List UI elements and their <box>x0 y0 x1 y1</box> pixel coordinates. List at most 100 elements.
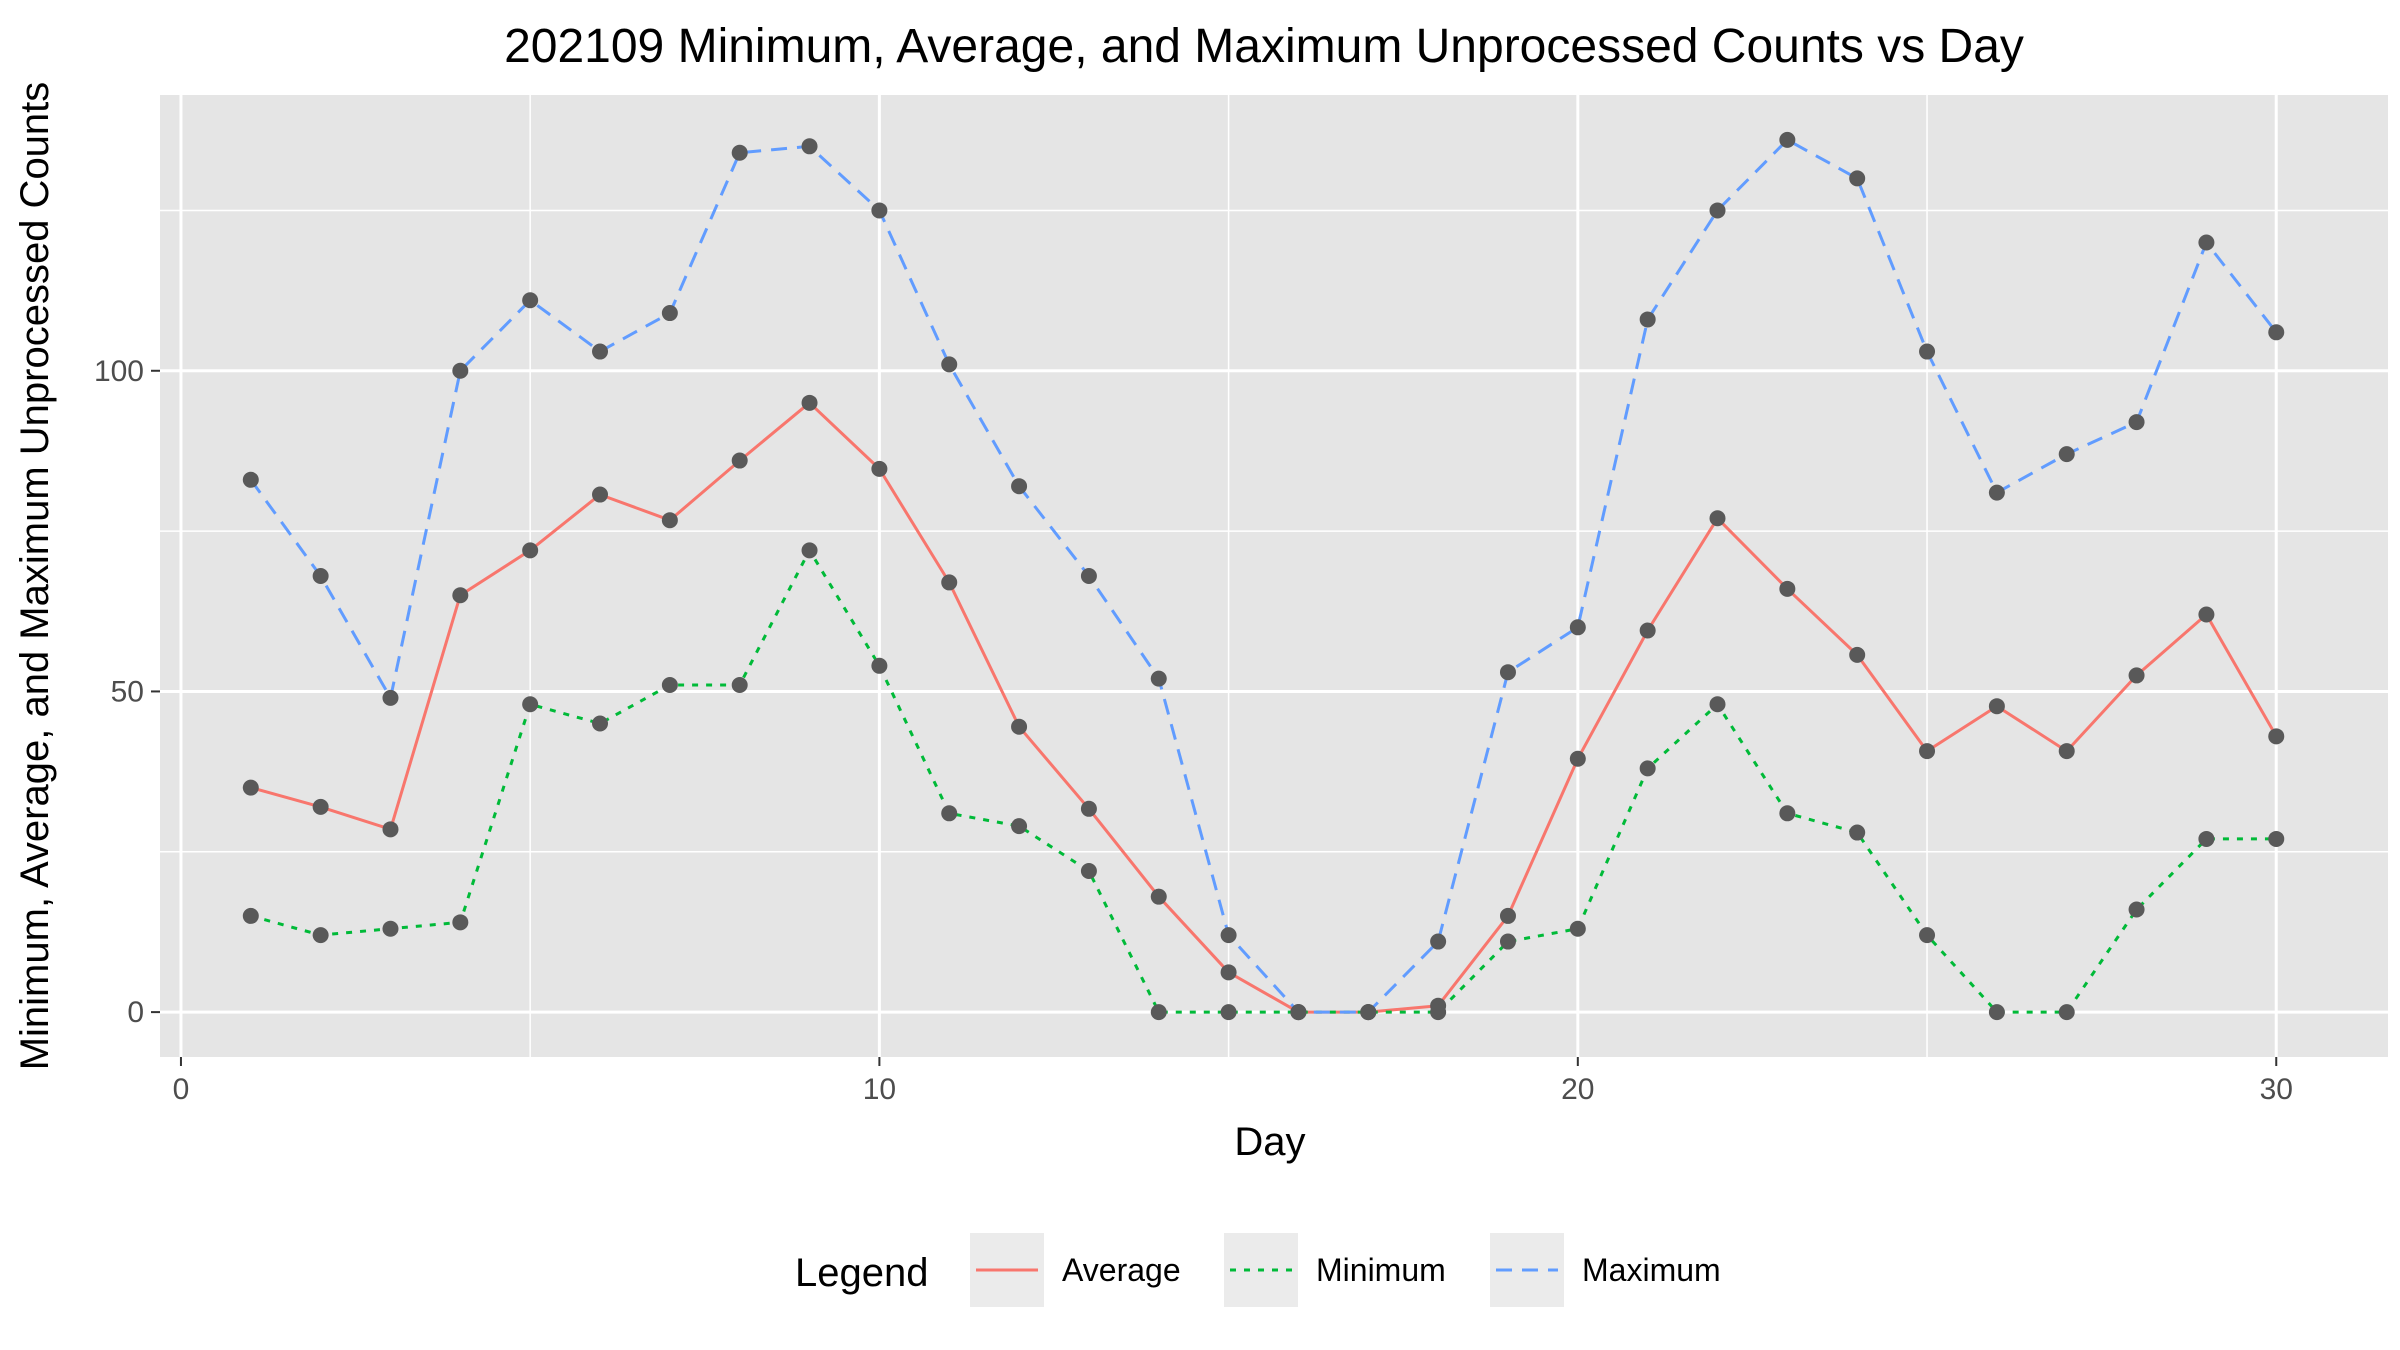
data-point-maximum <box>312 568 329 584</box>
data-point-minimum <box>941 805 958 822</box>
data-point-minimum <box>2198 830 2215 847</box>
data-point-average <box>2128 667 2145 684</box>
x-axis-title: Day <box>1234 1120 1305 1164</box>
data-point-minimum <box>871 657 888 674</box>
data-point-maximum <box>2198 234 2215 251</box>
data-point-maximum <box>1639 311 1656 328</box>
y-axis: 0 50 100 <box>94 355 160 1029</box>
data-point-maximum <box>801 138 818 155</box>
data-point-maximum <box>1011 478 1028 495</box>
minor-gridlines <box>160 95 2388 1057</box>
series-line-maximum <box>249 138 2278 1014</box>
data-point-minimum <box>312 927 329 944</box>
data-point-minimum <box>1220 1004 1237 1021</box>
data-point-maximum <box>1779 131 1796 148</box>
data-point-maximum <box>1919 343 1936 360</box>
data-point-minimum <box>2058 1004 2075 1021</box>
legend-label-average: Average <box>1062 1252 1181 1288</box>
data-point-average <box>1080 800 1097 817</box>
data-point-average <box>452 587 469 604</box>
data-point-maximum <box>2058 446 2075 463</box>
data-point-minimum <box>2128 901 2145 918</box>
data-point-minimum <box>1430 1004 1447 1021</box>
data-point-maximum <box>731 144 748 161</box>
data-point-maximum <box>592 343 609 360</box>
data-point-average <box>1150 888 1167 905</box>
chart-title: 202109 Minimum, Average, and Maximum Unp… <box>504 20 2024 73</box>
major-gridlines <box>160 95 2388 1057</box>
data-point-maximum <box>1988 484 2005 501</box>
data-point-maximum <box>452 362 469 379</box>
data-point-average <box>312 798 329 815</box>
legend: Legend Average Minimum Maximum <box>795 1233 1721 1307</box>
series-line-average <box>250 401 2278 1014</box>
x-axis: 0 10 20 30 <box>173 1057 2293 1106</box>
data-point-maximum <box>941 356 958 373</box>
data-point-minimum <box>1709 696 1726 713</box>
data-point-average <box>522 542 539 559</box>
series-line-minimum <box>250 548 2277 1014</box>
data-point-minimum <box>382 920 399 937</box>
data-point-minimum <box>1779 805 1796 822</box>
data-point-maximum <box>1499 664 1516 681</box>
series-lines <box>249 138 2278 1014</box>
data-point-maximum <box>1080 568 1097 584</box>
data-point-average <box>1569 750 1586 767</box>
plot-panel <box>160 95 2388 1057</box>
data-point-maximum <box>1290 1004 1307 1021</box>
data-point-average <box>941 574 958 591</box>
data-point-average <box>1849 646 1866 663</box>
data-point-maximum <box>661 305 678 322</box>
data-point-average <box>731 452 748 469</box>
legend-title: Legend <box>795 1251 928 1295</box>
data-point-minimum <box>731 677 748 694</box>
data-point-average <box>1919 743 1936 760</box>
data-point-maximum <box>871 202 888 219</box>
legend-label-minimum: Minimum <box>1316 1252 1446 1288</box>
data-point-minimum <box>242 907 259 924</box>
data-point-average <box>242 779 259 796</box>
data-point-maximum <box>1430 933 1447 950</box>
data-point-minimum <box>1011 818 1028 835</box>
data-point-minimum <box>1080 863 1097 880</box>
data-point-minimum <box>1150 1004 1167 1021</box>
data-point-maximum <box>2128 414 2145 431</box>
data-point-minimum <box>1499 933 1516 950</box>
y-tick-label: 100 <box>94 355 144 388</box>
data-point-maximum <box>242 471 259 488</box>
data-point-average <box>592 486 609 503</box>
data-point-average <box>1709 510 1726 527</box>
data-point-maximum <box>382 689 399 706</box>
x-tick-label: 10 <box>863 1073 896 1106</box>
data-point-maximum <box>1569 619 1586 636</box>
data-point-minimum <box>1569 920 1586 937</box>
data-point-average <box>382 821 399 838</box>
y-tick-label: 50 <box>111 675 144 708</box>
data-point-average <box>801 394 818 411</box>
legend-label-maximum: Maximum <box>1582 1252 1721 1288</box>
data-point-minimum <box>1919 927 1936 944</box>
x-tick-label: 0 <box>173 1073 190 1106</box>
data-point-minimum <box>592 715 609 732</box>
x-tick-label: 30 <box>2260 1073 2293 1106</box>
data-point-maximum <box>1220 927 1237 944</box>
data-point-maximum <box>1709 202 1726 219</box>
data-point-average <box>1220 964 1237 981</box>
data-point-minimum <box>452 914 469 931</box>
data-point-maximum <box>1150 670 1167 687</box>
data-point-maximum <box>1360 1004 1377 1021</box>
data-point-minimum <box>2268 830 2285 847</box>
data-point-average <box>661 512 678 529</box>
data-point-average <box>1499 907 1516 924</box>
data-point-minimum <box>1849 824 1866 841</box>
data-point-maximum <box>522 292 539 309</box>
data-point-average <box>2268 728 2285 745</box>
data-point-maximum <box>1849 170 1866 187</box>
data-point-average <box>2058 743 2075 760</box>
data-point-minimum <box>1988 1004 2005 1021</box>
data-point-average <box>871 460 888 477</box>
y-tick-label: 0 <box>127 996 144 1029</box>
data-point-average <box>1639 622 1656 639</box>
y-axis-title: Minimum, Average, and Maximum Unprocesse… <box>13 82 57 1071</box>
